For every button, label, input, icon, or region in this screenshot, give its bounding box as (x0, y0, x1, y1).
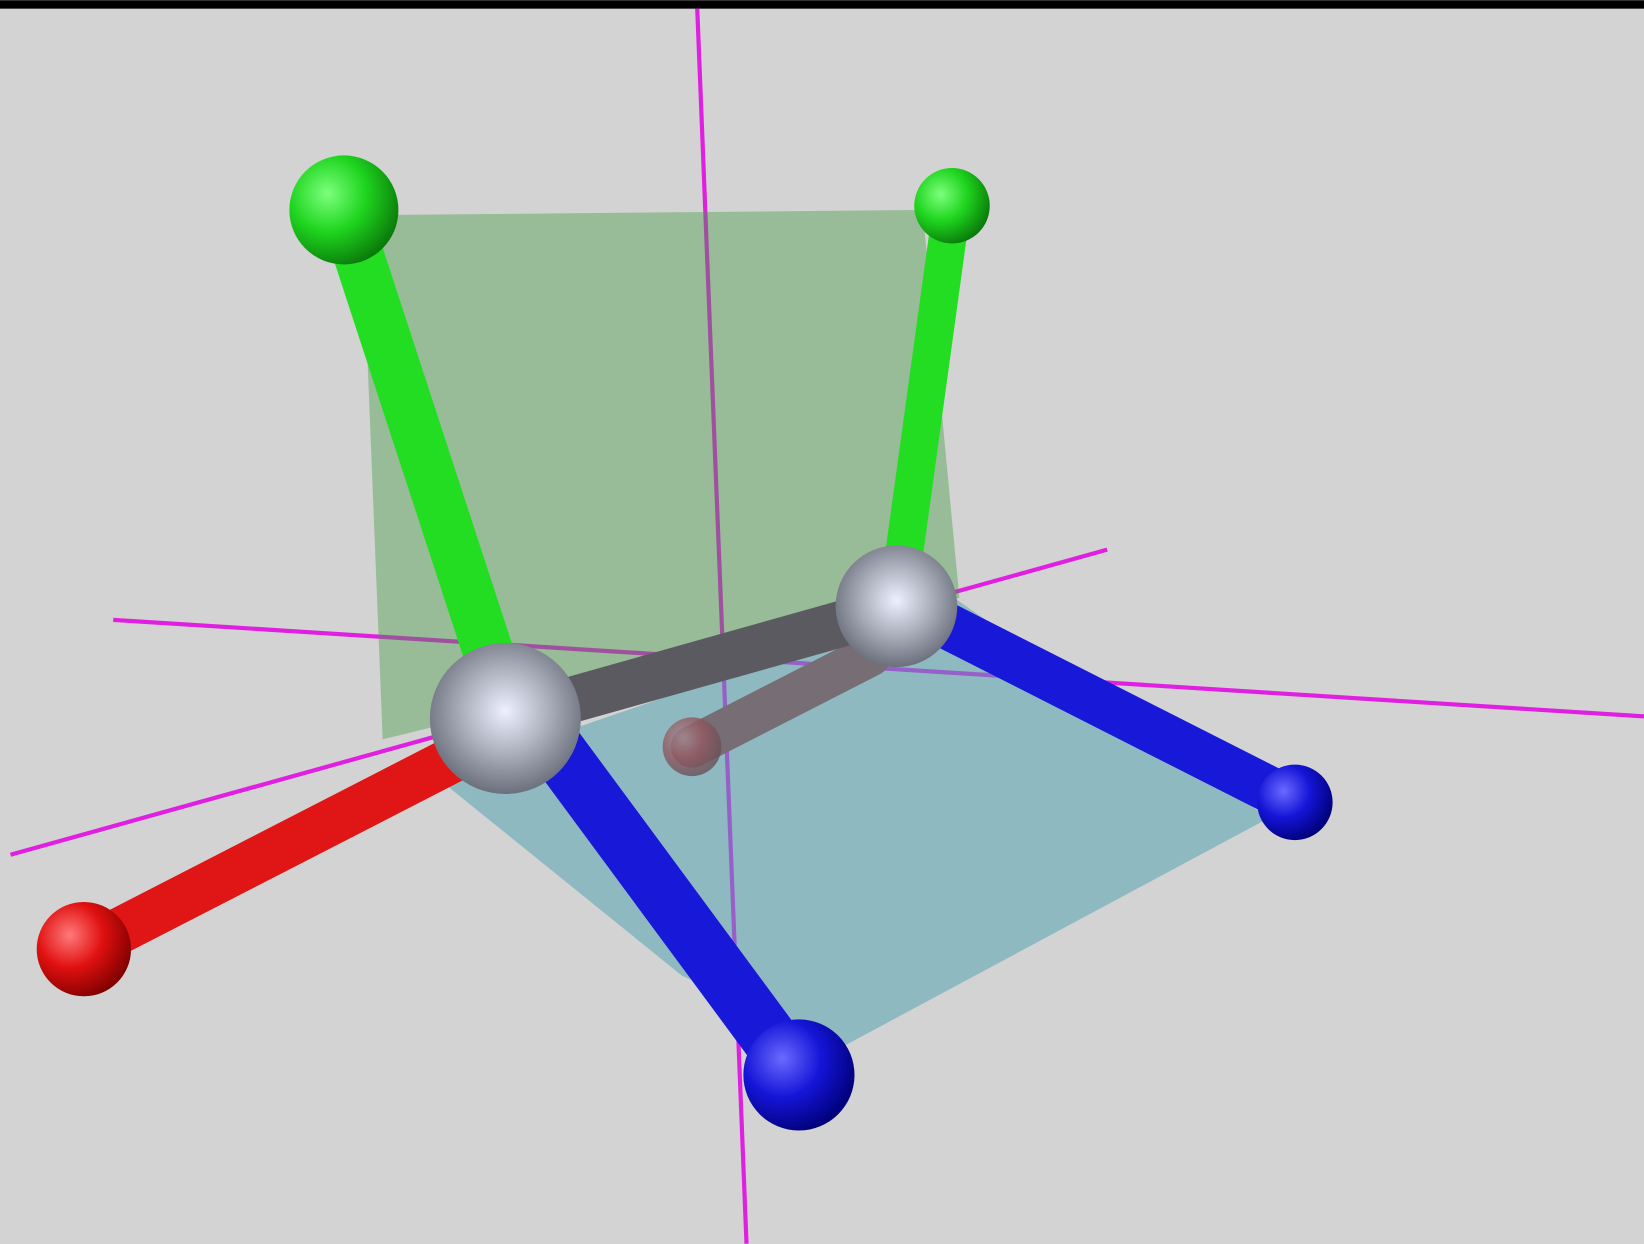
bond (882, 186, 971, 591)
atom (835, 545, 958, 668)
teal-plane (435, 597, 1269, 1049)
green-plane (361, 209, 960, 740)
atoms (36, 155, 1333, 1131)
top-bar (0, 0, 1644, 9)
bonds (60, 184, 1318, 1104)
atom (429, 642, 581, 794)
bond (318, 184, 518, 692)
bond (899, 590, 1318, 826)
atom (289, 155, 399, 265)
atom (914, 168, 990, 244)
bond (516, 705, 826, 1104)
atom (36, 901, 132, 997)
atom (743, 1019, 855, 1131)
bond (60, 732, 485, 973)
atom (1257, 764, 1333, 841)
